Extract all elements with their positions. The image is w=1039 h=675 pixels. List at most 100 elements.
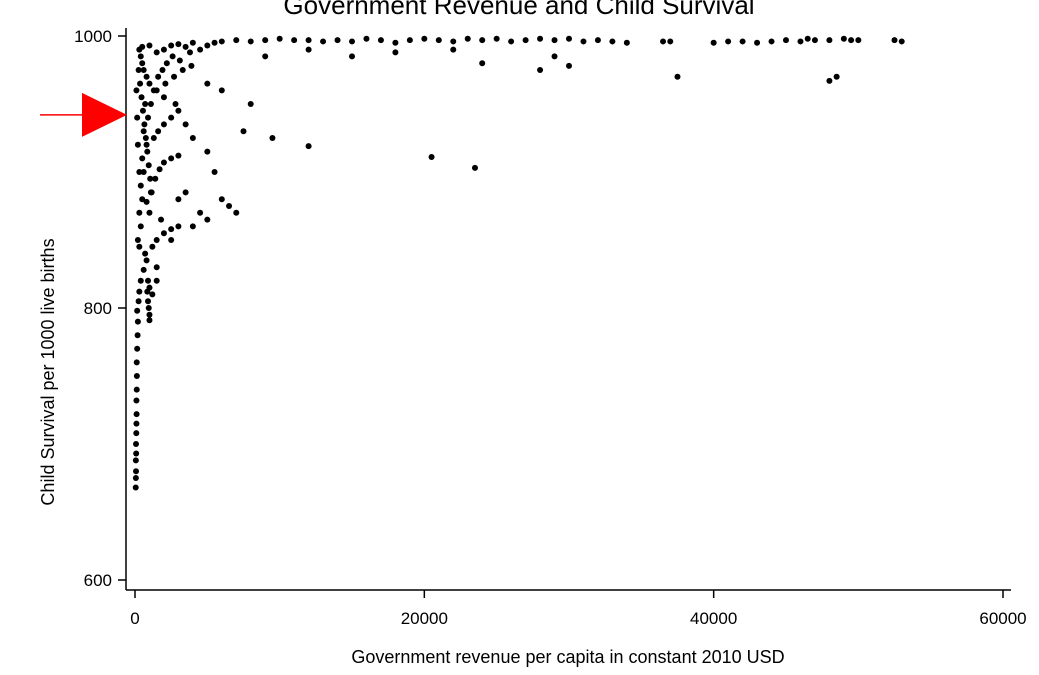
data-point bbox=[140, 128, 147, 135]
data-point bbox=[153, 237, 160, 243]
data-point bbox=[137, 182, 144, 189]
data-point bbox=[141, 121, 148, 128]
data-point bbox=[132, 484, 139, 491]
data-point bbox=[134, 237, 141, 243]
data-point bbox=[754, 39, 761, 46]
data-point bbox=[197, 209, 204, 216]
data-point bbox=[623, 39, 630, 46]
x-tick-label: 40000 bbox=[690, 609, 737, 628]
data-point bbox=[133, 411, 140, 418]
data-point bbox=[826, 37, 833, 44]
data-point bbox=[153, 277, 160, 284]
data-point bbox=[142, 101, 149, 107]
data-point bbox=[137, 80, 144, 87]
data-point bbox=[145, 277, 152, 284]
data-point bbox=[218, 196, 225, 203]
data-point bbox=[160, 230, 167, 237]
data-point bbox=[182, 121, 189, 128]
data-point bbox=[133, 430, 140, 437]
data-point bbox=[428, 154, 435, 161]
data-point bbox=[158, 216, 165, 223]
data-point bbox=[594, 37, 601, 44]
data-point bbox=[262, 37, 269, 44]
data-point bbox=[392, 39, 399, 46]
data-point bbox=[142, 250, 149, 257]
data-point bbox=[471, 164, 478, 171]
data-point bbox=[133, 386, 140, 393]
data-point bbox=[143, 198, 150, 205]
data-point bbox=[136, 209, 143, 216]
data-point bbox=[134, 318, 141, 325]
data-point bbox=[537, 67, 544, 73]
data-point bbox=[783, 37, 789, 44]
data-point bbox=[247, 101, 254, 107]
data-point bbox=[134, 114, 141, 121]
data-point bbox=[143, 141, 150, 148]
data-point bbox=[421, 35, 428, 42]
data-point bbox=[145, 305, 152, 311]
data-point bbox=[133, 87, 140, 94]
scatter-points bbox=[132, 35, 905, 491]
data-point bbox=[508, 38, 515, 45]
data-point bbox=[891, 37, 898, 44]
data-point bbox=[233, 209, 240, 216]
data-point bbox=[189, 135, 196, 141]
data-point bbox=[147, 101, 154, 107]
data-point bbox=[204, 216, 211, 223]
y-axis-ticks: 600 800 1000 bbox=[74, 27, 126, 590]
data-point bbox=[155, 73, 162, 80]
data-point bbox=[479, 37, 486, 44]
data-point bbox=[725, 38, 732, 45]
data-point bbox=[145, 298, 152, 305]
data-point bbox=[211, 169, 218, 175]
data-point bbox=[134, 141, 141, 148]
data-point bbox=[898, 38, 905, 45]
data-point bbox=[146, 42, 153, 49]
data-point bbox=[139, 43, 146, 50]
data-point bbox=[160, 94, 167, 101]
data-point bbox=[479, 60, 486, 67]
data-point bbox=[143, 257, 150, 264]
data-point bbox=[132, 475, 139, 481]
data-point bbox=[450, 46, 457, 53]
data-point bbox=[320, 38, 327, 45]
data-point bbox=[135, 298, 142, 305]
data-point bbox=[168, 42, 175, 49]
data-point bbox=[168, 114, 175, 121]
data-point bbox=[186, 49, 193, 56]
data-point bbox=[840, 35, 847, 42]
data-point bbox=[140, 169, 147, 175]
data-point bbox=[211, 39, 218, 46]
data-point bbox=[435, 37, 442, 44]
chart-title: Government Revenue and Child Survival bbox=[283, 0, 754, 20]
data-point bbox=[450, 38, 457, 45]
data-point bbox=[150, 87, 157, 94]
x-axis-label: Government revenue per capita in constan… bbox=[351, 647, 784, 667]
data-point bbox=[139, 107, 146, 114]
data-point bbox=[176, 57, 183, 64]
data-point bbox=[349, 38, 355, 45]
data-point bbox=[134, 307, 141, 314]
data-point bbox=[189, 39, 196, 46]
data-point bbox=[133, 420, 140, 427]
data-point bbox=[133, 441, 140, 447]
data-point bbox=[149, 243, 156, 250]
data-point bbox=[392, 49, 399, 56]
data-point bbox=[566, 35, 572, 42]
x-tick-label: 60000 bbox=[979, 609, 1026, 628]
data-point bbox=[833, 73, 840, 80]
data-point bbox=[163, 60, 170, 67]
data-point bbox=[134, 332, 141, 339]
data-point bbox=[189, 223, 196, 230]
data-point bbox=[153, 49, 160, 56]
data-point bbox=[240, 128, 247, 135]
data-point bbox=[156, 166, 163, 173]
data-point bbox=[168, 155, 175, 162]
data-point bbox=[493, 35, 500, 42]
data-point bbox=[537, 35, 544, 42]
data-point bbox=[136, 169, 143, 175]
data-point bbox=[139, 155, 146, 162]
data-point bbox=[363, 35, 370, 42]
data-point bbox=[305, 143, 312, 150]
data-point bbox=[171, 73, 178, 80]
